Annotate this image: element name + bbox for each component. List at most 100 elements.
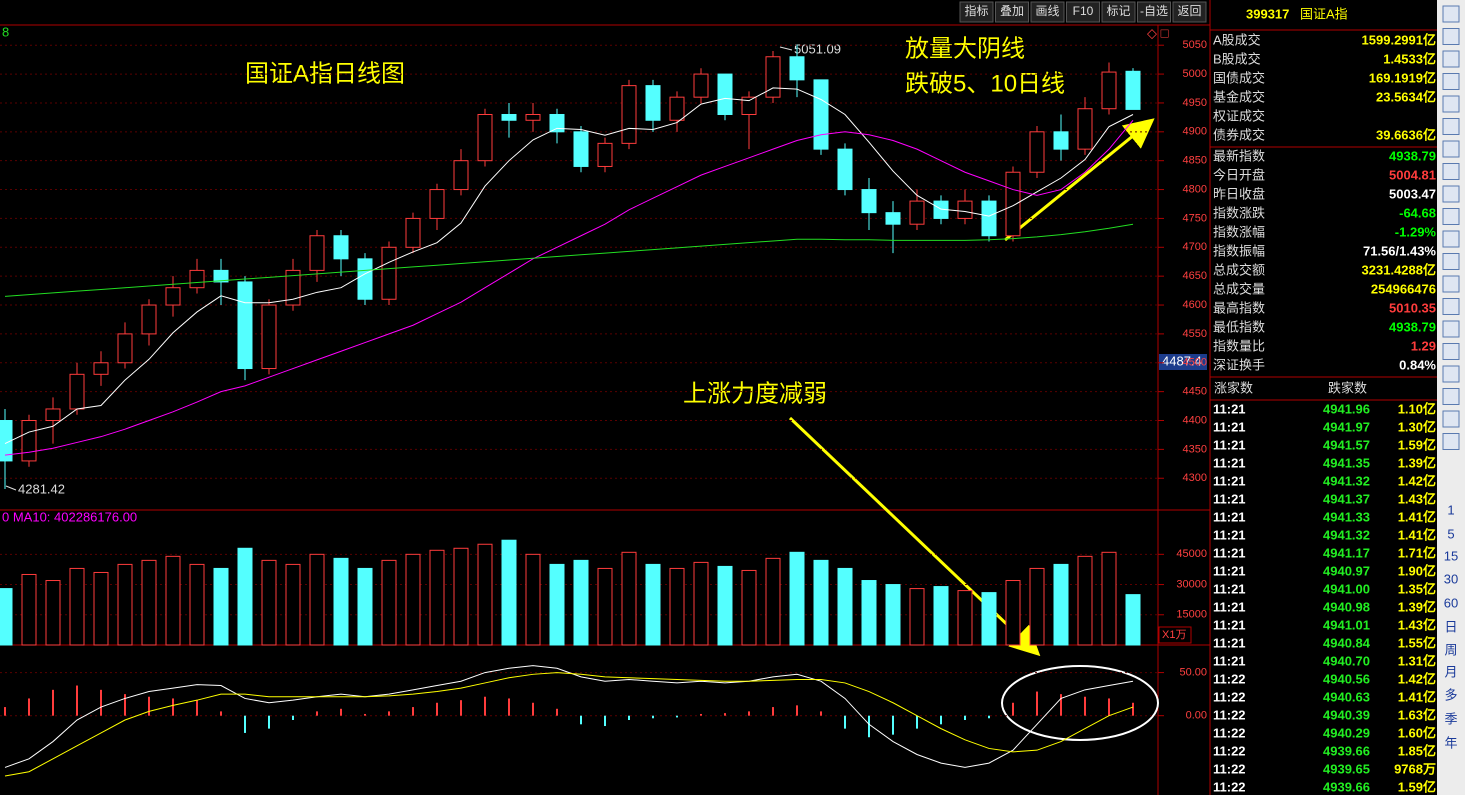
volume-bar [861,580,877,646]
volume-bar [237,547,253,646]
y-tick-label: 4950 [1183,97,1207,109]
quote-value: 4938.79 [1389,148,1436,163]
quote-value: 5004.81 [1389,167,1436,182]
tick-time: 11:21 [1213,581,1246,596]
leader-line [5,485,17,491]
sidebar-button[interactable]: 日 [1444,619,1457,634]
sidebar-button[interactable]: 周 [1444,642,1457,657]
sidebar-icon[interactable] [1442,28,1460,45]
tick-price: 4941.01 [1323,617,1370,632]
sidebar-icon[interactable] [1442,365,1460,383]
tick-price: 4941.37 [1323,491,1370,506]
volume-bar [597,567,613,646]
toolbar-button[interactable] [1172,1,1207,23]
tick-time: 11:22 [1213,743,1246,758]
toolbar-button[interactable] [1137,1,1171,23]
toolbar-label[interactable]: 标记 [1106,4,1130,18]
sidebar-icon[interactable] [1442,95,1460,113]
candle-body [333,235,349,260]
sidebar-icon[interactable] [1442,230,1460,248]
toolbar-label[interactable]: -自选 [1140,4,1168,18]
tick-price: 4940.29 [1323,725,1370,740]
toolbar-label[interactable]: 指标 [964,3,988,18]
sidebar-icon[interactable] [1442,185,1460,203]
candle-body [645,85,661,121]
quote-code: 399317 [1246,6,1289,21]
toolbar-label[interactable]: 叠加 [1000,4,1024,18]
sidebar-icon[interactable] [1442,163,1460,180]
volume-bar [309,553,325,646]
tick-time: 11:21 [1213,509,1246,524]
sidebar-icon[interactable] [1442,140,1460,158]
quote-label: 最新指数 [1213,148,1265,163]
sidebar-icon[interactable] [1442,388,1460,405]
toolbar-button[interactable] [995,1,1029,23]
quote-value: 23.5634亿 [1376,89,1436,104]
sidebar-icon[interactable] [1442,320,1460,338]
tick-volume: 1.35亿 [1398,581,1436,596]
sidebar-button[interactable]: 1 [1447,502,1454,517]
sidebar-icon[interactable] [1442,410,1460,428]
volume-bar [837,567,853,646]
candle-body [1101,71,1117,110]
sidebar-button[interactable]: 30 [1444,571,1458,586]
sidebar-icon[interactable] [1442,343,1460,360]
quote-value: -64.68 [1399,205,1436,220]
tick-volume: 1.10亿 [1398,401,1436,416]
y-tick-label: 4500 [1183,357,1207,369]
tick-volume: 1.39亿 [1398,599,1436,614]
sidebar-button[interactable]: 月 [1444,664,1457,679]
tick-volume: 1.59亿 [1398,437,1436,452]
candle-body [309,235,325,271]
sidebar-icon[interactable] [1442,275,1460,293]
toolbar-button[interactable] [1101,1,1136,23]
sidebar-icon[interactable] [1442,298,1460,315]
candle-body [573,131,589,167]
y-tick-label: 45000 [1176,548,1207,560]
tick-time: 11:22 [1213,779,1246,794]
candle-body [813,79,829,150]
volume-bar [69,567,85,646]
volume-bar [141,559,157,646]
sidebar-icon[interactable] [1442,118,1460,135]
sidebar-icon[interactable] [1442,5,1460,23]
toolbar-label[interactable]: F10 [1073,4,1094,18]
volume-bar [741,569,757,646]
toolbar-button[interactable] [1030,1,1065,23]
toolbar-label[interactable]: 画线 [1035,4,1059,18]
sidebar-icon[interactable] [1442,208,1460,225]
volume-bar [621,551,637,646]
toolbar-label[interactable]: 返回 [1177,4,1201,18]
volume-bar [21,573,37,646]
sidebar-icon[interactable] [1442,433,1460,450]
tick-time: 11:22 [1213,761,1246,776]
toolbar-button[interactable] [959,1,994,23]
volume-label: 0 MA10: 402286176.00 [2,509,137,524]
sidebar-icon[interactable] [1442,50,1460,68]
y-tick-label: 4800 [1183,183,1207,195]
toolbar-button[interactable] [1066,1,1100,23]
sidebar-button[interactable]: 5 [1447,526,1454,541]
tick-price: 4941.57 [1323,437,1370,452]
y-tick-label: 4450 [1183,386,1207,398]
tick-volume: 1.39亿 [1398,455,1436,470]
sidebar-button[interactable]: 季 [1444,711,1457,726]
window-icons[interactable]: ◇ □ [1147,25,1169,40]
volume-bar [765,557,781,646]
y-tick-label: 4350 [1183,443,1207,455]
tick-volume: 1.90亿 [1398,563,1436,578]
sidebar-button[interactable]: 15 [1444,548,1458,563]
sidebar-icon[interactable] [1442,73,1460,90]
sidebar-button[interactable]: 年 [1444,735,1457,750]
volume-unit: X1万 [1162,629,1186,641]
sidebar-button[interactable]: 多 [1444,687,1457,702]
volume-bar [909,588,925,646]
sidebar-icon[interactable] [1442,253,1460,270]
candle-body [285,269,301,306]
tick-volume: 1.41亿 [1398,689,1436,704]
volume-bar [669,567,685,646]
sidebar-button[interactable]: 60 [1444,595,1458,610]
candle-body [69,373,85,410]
quote-label: 最低指数 [1213,319,1265,334]
quote-value: 3231.4288亿 [1362,262,1436,277]
